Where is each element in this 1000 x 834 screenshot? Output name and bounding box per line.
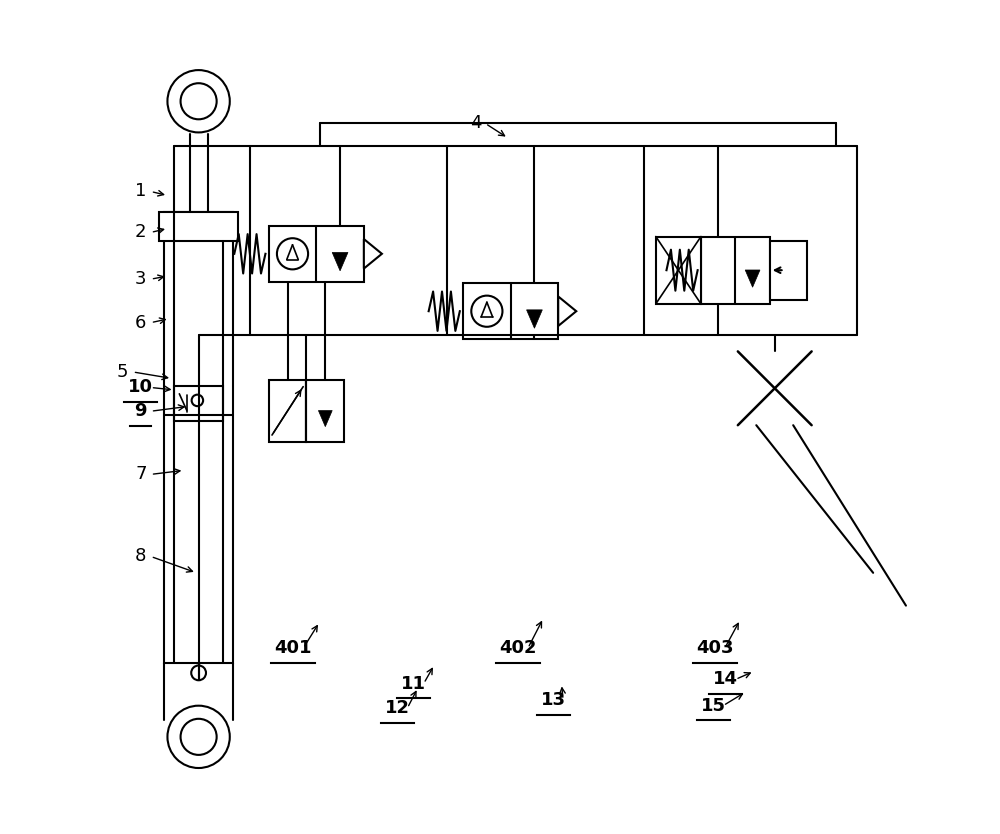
Bar — [656, 237, 701, 304]
Text: 10: 10 — [128, 379, 153, 396]
Polygon shape — [558, 296, 576, 326]
Bar — [463, 284, 558, 339]
Text: 402: 402 — [499, 640, 537, 657]
Circle shape — [167, 70, 230, 133]
Circle shape — [181, 83, 217, 119]
Text: 15: 15 — [701, 696, 726, 715]
Polygon shape — [527, 310, 542, 329]
Text: 1: 1 — [135, 183, 146, 200]
Circle shape — [181, 719, 217, 755]
Bar — [269, 380, 306, 442]
Bar — [159, 212, 238, 241]
Text: 14: 14 — [713, 671, 738, 688]
Text: 7: 7 — [135, 465, 147, 484]
Bar — [174, 386, 223, 421]
Text: 5: 5 — [117, 363, 128, 381]
Bar — [306, 380, 344, 442]
Text: 401: 401 — [275, 640, 312, 657]
Text: 403: 403 — [696, 640, 734, 657]
Bar — [164, 212, 233, 663]
Circle shape — [277, 239, 308, 269]
Bar — [770, 241, 807, 299]
Text: 11: 11 — [401, 675, 426, 692]
Circle shape — [167, 706, 230, 768]
Polygon shape — [332, 253, 348, 271]
Circle shape — [191, 666, 206, 681]
Text: 4: 4 — [470, 114, 481, 133]
Text: 2: 2 — [135, 224, 147, 242]
Text: 12: 12 — [385, 699, 410, 717]
Text: 6: 6 — [135, 314, 146, 332]
Text: 13: 13 — [541, 691, 566, 709]
Text: 9: 9 — [135, 402, 147, 420]
Bar — [269, 226, 364, 282]
Circle shape — [192, 394, 203, 406]
Text: 3: 3 — [135, 270, 147, 289]
Polygon shape — [318, 410, 332, 427]
Circle shape — [471, 295, 502, 327]
Bar — [701, 237, 770, 304]
Polygon shape — [745, 270, 760, 287]
Text: 8: 8 — [135, 547, 146, 565]
Polygon shape — [364, 239, 382, 269]
